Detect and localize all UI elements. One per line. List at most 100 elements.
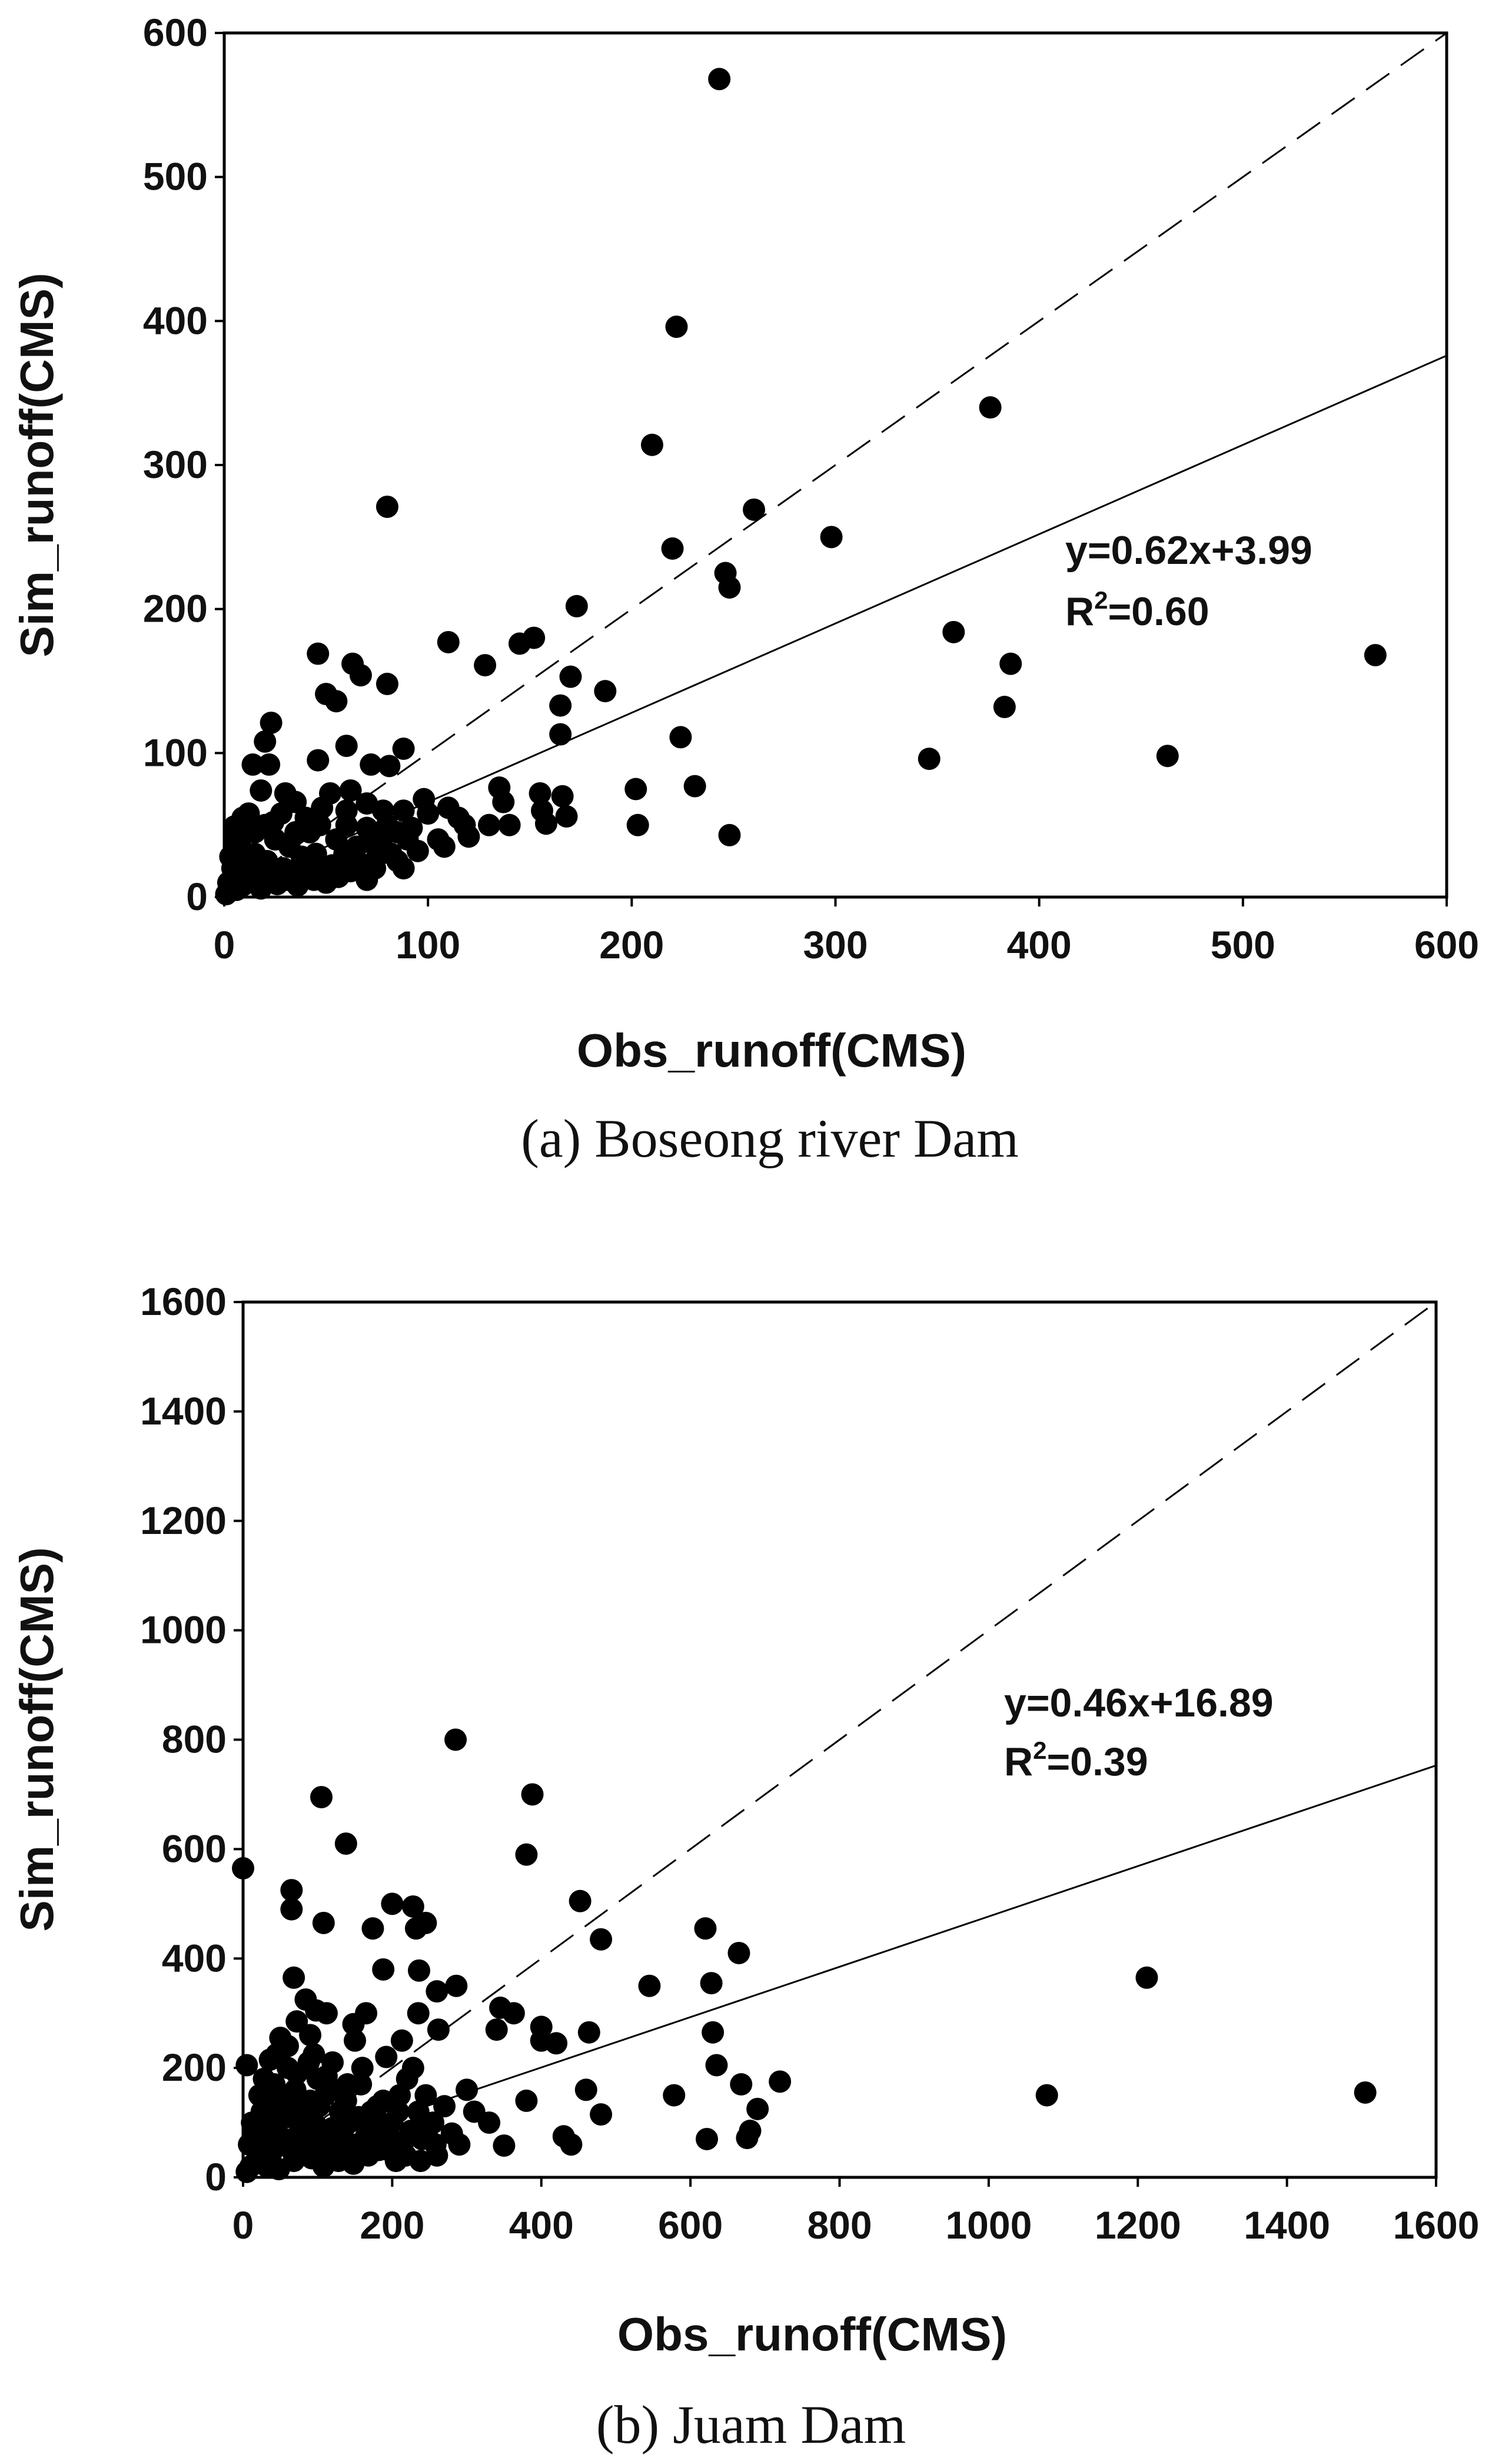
panel-a-data-point bbox=[492, 791, 515, 813]
panel-a-data-point bbox=[260, 711, 283, 734]
panel-b-data-point bbox=[381, 1892, 404, 1915]
panel-a-y-tick-label: 200 bbox=[143, 587, 208, 630]
panel-a-x-ticks: 0 100 200 300 400 500 600 bbox=[214, 897, 1479, 967]
panel-a-y-axis-label: Sim_runoff(CMS) bbox=[11, 273, 63, 657]
panel-b-data-point bbox=[694, 1917, 717, 1940]
panel-a-data-point bbox=[559, 665, 582, 688]
panel-b-data-point bbox=[375, 2045, 398, 2068]
panel-a-r-squared: R2=0.60 bbox=[1065, 586, 1209, 634]
panel-a-y-ticks: 0 100 200 300 400 500 600 bbox=[143, 11, 224, 918]
panel-b-x-tick-label: 600 bbox=[658, 2203, 723, 2247]
panel-b-x-ticks: 0 200 400 600 800 1000 1200 1400 1600 bbox=[232, 2177, 1479, 2247]
panel-b-data-point bbox=[283, 1966, 305, 1989]
panel-a-marks bbox=[215, 32, 1447, 906]
panel-a-r2-exponent: 2 bbox=[1094, 586, 1108, 614]
panel-a-data-point bbox=[624, 778, 647, 801]
panel-b-data-point bbox=[1354, 2081, 1377, 2104]
panel-b-data-point bbox=[312, 1911, 335, 1934]
panel-a-data-point bbox=[378, 755, 401, 778]
panel-a-data-point bbox=[665, 316, 688, 338]
panel-b-data-point bbox=[427, 2018, 450, 2041]
panel-a-data-point bbox=[413, 788, 436, 811]
panel-b-data-point bbox=[305, 2114, 328, 2137]
panel-b-y-tick-label: 400 bbox=[162, 1936, 227, 1980]
panel-b-one-to-one-line bbox=[242, 1301, 1437, 2179]
panel-b-data-point bbox=[280, 1879, 303, 1902]
panel-b-data-point bbox=[310, 1786, 333, 1809]
panel-b-data-point bbox=[574, 2078, 597, 2101]
panel-a-data-point bbox=[453, 813, 476, 836]
panel-a-data-point bbox=[372, 799, 395, 822]
panel-a-data-point bbox=[683, 775, 706, 798]
panel-b-data-point bbox=[350, 2073, 373, 2096]
panel-b-data-point bbox=[478, 2111, 501, 2134]
panel-b-y-tick-label: 600 bbox=[162, 1827, 227, 1870]
panel-a-data-point bbox=[669, 726, 692, 749]
panel-b-data-point bbox=[663, 2084, 686, 2107]
panel-a-data-point bbox=[349, 664, 372, 687]
panel-a-data-point bbox=[376, 495, 398, 518]
panel-b-data-point bbox=[521, 1783, 544, 1806]
panel-b-data-point bbox=[241, 2111, 264, 2134]
panel-b-data-point bbox=[577, 2021, 600, 2044]
panel-b-data-point bbox=[344, 2029, 367, 2052]
panel-b-x-tick-label: 1000 bbox=[945, 2203, 1032, 2247]
panel-a-x-tick-label: 200 bbox=[599, 923, 664, 967]
panel-a-data-point bbox=[551, 785, 574, 808]
panel-a-data-point bbox=[392, 737, 415, 760]
panel-a-data-point bbox=[307, 642, 330, 665]
panel-a-data-point bbox=[640, 433, 663, 456]
panel-b-data-point bbox=[426, 1980, 448, 2003]
panel-b-data-point bbox=[1135, 1966, 1158, 1989]
panel-b-x-tick-label: 200 bbox=[360, 2203, 424, 2247]
panel-a-data-point bbox=[243, 821, 266, 844]
panel-b-data-point bbox=[590, 2103, 613, 2126]
panel-b-r2-exponent: 2 bbox=[1033, 1736, 1046, 1764]
panel-b-y-tick-label: 800 bbox=[162, 1718, 227, 1761]
panel-a-x-tick-label: 100 bbox=[396, 923, 460, 967]
panel-a-data-point bbox=[993, 696, 1016, 719]
panel-b-data-point bbox=[337, 2111, 360, 2134]
panel-a-data-point bbox=[474, 654, 497, 677]
panel-a-data-point bbox=[241, 753, 264, 776]
panel-b-data-point bbox=[552, 2125, 575, 2148]
panel-b-data-point bbox=[702, 2021, 725, 2044]
panel-b-data-point bbox=[299, 2024, 322, 2047]
panel-a-y-tick-label: 500 bbox=[143, 155, 208, 198]
panel-b-data-point bbox=[515, 1843, 538, 1866]
panel-b-y-axis-label: Sim_runoff(CMS) bbox=[11, 1547, 63, 1931]
panel-a-x-tick-label: 500 bbox=[1211, 923, 1275, 967]
panel-b-data-point bbox=[590, 1928, 613, 1951]
panel-a-data-point bbox=[718, 576, 741, 599]
panel-b-data-point bbox=[334, 1832, 357, 1855]
panel-b-regression-equation: y=0.46x+16.89 bbox=[1004, 1681, 1274, 1725]
panel-a-y-tick-label: 100 bbox=[143, 730, 208, 774]
panel-b-y-tick-label: 0 bbox=[205, 2155, 227, 2199]
panel-a-data-point bbox=[325, 690, 348, 713]
panel-a-data-point bbox=[258, 753, 281, 776]
panel-a-x-axis-label: Obs_runoff(CMS) bbox=[577, 1024, 966, 1077]
panel-b-data-point bbox=[263, 2073, 286, 2096]
panel-b-data-point bbox=[730, 2073, 753, 2096]
panel-b-data-point bbox=[361, 1917, 384, 1940]
panel-a-data-point bbox=[549, 694, 572, 717]
panel-b-chart: 0 200 400 600 800 1000 1200 1400 1600 0 200 400 600… bbox=[11, 1280, 1479, 2455]
panel-a-data-point bbox=[308, 813, 331, 836]
panel-a-y-tick-label: 300 bbox=[143, 443, 208, 486]
panel-b-data-point bbox=[1035, 2084, 1058, 2107]
panel-b-data-point bbox=[705, 2054, 728, 2077]
panel-b-data-point bbox=[390, 2029, 413, 2052]
panel-b-x-tick-label: 1400 bbox=[1244, 2203, 1330, 2247]
panel-b-data-point bbox=[545, 2032, 568, 2055]
panel-b-data-point bbox=[414, 1911, 437, 1934]
panel-b-marks bbox=[232, 1301, 1437, 2183]
panel-a-regression-equation: y=0.62x+3.99 bbox=[1065, 528, 1312, 573]
panel-a-data-point bbox=[918, 748, 941, 771]
panel-a-x-tick-label: 300 bbox=[803, 923, 868, 967]
panel-a-y-tick-label: 0 bbox=[186, 875, 208, 918]
panel-a-r2-prefix: R bbox=[1065, 589, 1094, 634]
panel-a-caption: (a) Boseong river Dam bbox=[521, 1108, 1019, 1168]
panel-a-data-point bbox=[999, 652, 1022, 675]
panel-a-data-point bbox=[386, 821, 409, 844]
panel-b-data-point bbox=[569, 1889, 592, 1912]
